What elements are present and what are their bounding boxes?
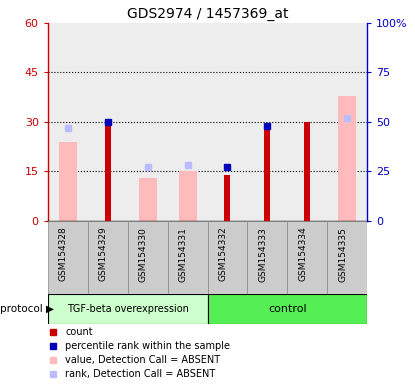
Bar [287, 23, 327, 221]
Bar [247, 221, 287, 294]
Text: count: count [65, 327, 93, 337]
Bar [88, 221, 128, 294]
Bar [208, 221, 247, 294]
Text: GSM154330: GSM154330 [139, 227, 148, 281]
Text: GSM154328: GSM154328 [59, 227, 68, 281]
Bar [327, 23, 367, 221]
Text: GSM154331: GSM154331 [178, 227, 188, 281]
Title: GDS2974 / 1457369_at: GDS2974 / 1457369_at [127, 7, 288, 21]
Bar [128, 23, 168, 221]
Bar [247, 23, 287, 221]
Text: control: control [268, 304, 307, 314]
Bar [168, 23, 208, 221]
Bar [168, 221, 208, 294]
Bar [338, 96, 356, 221]
Text: TGF-beta overexpression: TGF-beta overexpression [67, 304, 188, 314]
Bar [287, 221, 327, 294]
Text: GSM154329: GSM154329 [99, 227, 107, 281]
Bar [178, 171, 197, 221]
Bar [48, 294, 208, 324]
Text: protocol ▶: protocol ▶ [0, 304, 54, 314]
Bar [327, 221, 367, 294]
Text: GSM154335: GSM154335 [338, 227, 347, 281]
Bar [48, 221, 88, 294]
Text: GSM154333: GSM154333 [259, 227, 267, 281]
Text: GSM154334: GSM154334 [298, 227, 308, 281]
Bar [264, 129, 271, 221]
Text: rank, Detection Call = ABSENT: rank, Detection Call = ABSENT [65, 369, 215, 379]
Text: percentile rank within the sample: percentile rank within the sample [65, 341, 230, 351]
Bar [59, 142, 77, 221]
Text: GSM154332: GSM154332 [218, 227, 227, 281]
Bar [208, 294, 367, 324]
Text: value, Detection Call = ABSENT: value, Detection Call = ABSENT [65, 355, 220, 365]
Bar [139, 178, 156, 221]
Bar [88, 23, 128, 221]
Bar [48, 23, 88, 221]
Bar [208, 23, 247, 221]
Bar [225, 175, 230, 221]
Bar [105, 122, 111, 221]
Bar [128, 221, 168, 294]
Bar [304, 122, 310, 221]
